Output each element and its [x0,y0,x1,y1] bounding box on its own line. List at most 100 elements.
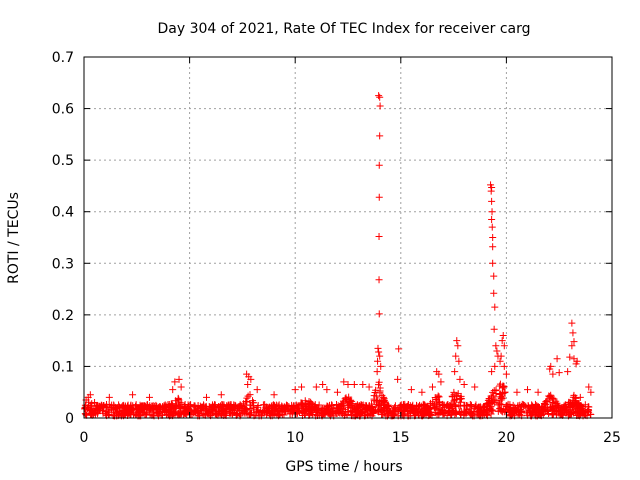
data-point [407,386,415,394]
y-tick-label: 0.7 [52,50,74,66]
data-point [342,395,350,403]
data-point [501,408,509,416]
data-point [91,407,99,415]
data-point [533,402,541,410]
data-point [487,403,495,411]
data-point [334,407,342,415]
data-point [499,331,507,339]
data-point [187,410,195,418]
data-point [264,405,272,413]
data-point [404,400,412,408]
data-point [358,408,366,416]
data-point [176,403,184,411]
data-point [437,378,445,386]
data-point [241,405,249,413]
data-point [455,357,463,365]
data-point [160,402,168,410]
data-point [86,391,94,399]
data-point [230,409,238,417]
data-point [373,368,381,376]
data-point [161,401,169,409]
x-tick-label: 10 [286,430,304,446]
x-tick-label: 25 [603,430,621,446]
data-point [439,409,447,417]
data-point [448,392,456,400]
data-point [377,405,385,413]
data-point [568,319,576,327]
data-point [204,408,212,416]
grid-lines [84,57,612,418]
data-point [565,398,573,406]
data-point [112,405,120,413]
y-tick-label: 0.2 [52,308,74,324]
data-point [340,378,348,386]
data-point [102,409,110,417]
data-point [164,406,172,414]
data-point [336,403,344,411]
data-point [466,411,474,419]
data-point [328,401,336,409]
data-point [491,362,499,370]
y-axis-label: ROTI / TECUs [6,192,22,284]
data-point [560,402,568,410]
data-point [373,393,381,401]
data-point [503,402,511,410]
data-point [452,410,460,418]
data-point [500,383,508,391]
data-point [375,310,383,318]
data-point [201,411,209,419]
data-point [242,398,250,406]
data-point [243,394,251,402]
data-point [488,215,496,223]
data-point [378,410,386,418]
data-point [479,406,487,414]
data-point [377,399,385,407]
data-point [108,401,116,409]
data-point [377,362,385,370]
data-point [418,388,426,396]
data-point [298,383,306,391]
data-point [575,409,583,417]
data-point [490,289,498,297]
data-point [254,403,262,411]
data-point [488,368,496,376]
data-point [549,399,557,407]
data-point [492,397,500,405]
data-point [452,352,460,360]
data-point [81,405,89,413]
data-point [350,380,358,388]
data-point [363,404,371,412]
data-point [569,401,577,409]
data-point [88,400,96,408]
data-point [547,391,555,399]
data-point [143,401,151,409]
data-point [259,407,267,415]
data-point [395,345,403,353]
data-point [434,392,442,400]
data-point [296,408,304,416]
data-point [274,407,282,415]
data-point [359,401,367,409]
data-point [244,380,252,388]
data-point [550,395,558,403]
data-point [208,404,216,412]
data-point [473,410,481,418]
data-point [129,391,137,399]
data-point [231,401,239,409]
data-point [286,410,294,418]
data-point [202,403,210,411]
data-point [375,161,383,169]
data-point [425,406,433,414]
data-point [474,405,482,413]
data-point [540,399,548,407]
data-point [297,399,305,407]
data-point [145,393,153,401]
data-point [202,393,210,401]
data-point [321,408,329,416]
data-point [397,405,405,413]
data-point [339,399,347,407]
data-point [177,383,185,391]
data-point [381,398,389,406]
data-point [278,403,286,411]
